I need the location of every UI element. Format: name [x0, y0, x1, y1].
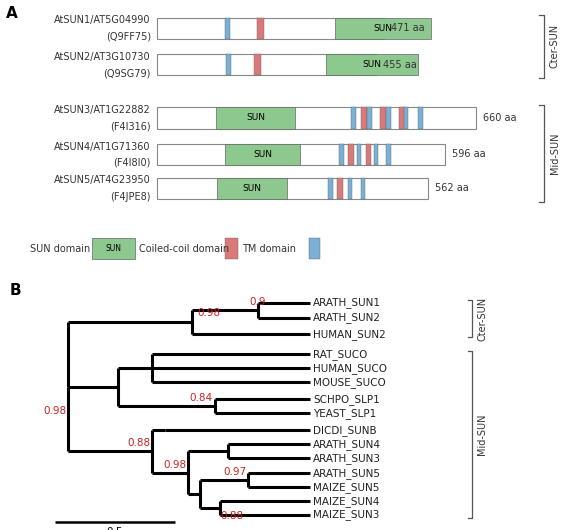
Bar — [257, 17, 264, 39]
Text: DICDI_SUNB: DICDI_SUNB — [313, 425, 376, 436]
Text: 660 aa: 660 aa — [483, 113, 516, 123]
Text: 0.98: 0.98 — [197, 308, 220, 318]
Text: 0.98: 0.98 — [43, 407, 66, 417]
Text: ARATH_SUN1: ARATH_SUN1 — [313, 297, 381, 308]
Bar — [337, 178, 343, 199]
Text: Coiled-coil domain: Coiled-coil domain — [139, 244, 229, 253]
Bar — [361, 178, 365, 199]
Text: TM domain: TM domain — [242, 244, 296, 253]
Text: 0.9: 0.9 — [250, 297, 266, 307]
Bar — [399, 108, 405, 128]
Text: AtSUN1/AT5G04990: AtSUN1/AT5G04990 — [55, 15, 151, 25]
Bar — [92, 238, 135, 259]
Text: (F4JPE8): (F4JPE8) — [110, 192, 151, 201]
Bar — [339, 144, 343, 165]
Text: 0.84: 0.84 — [190, 393, 213, 403]
Bar — [225, 144, 300, 165]
Text: 0.88: 0.88 — [127, 438, 150, 448]
Bar — [216, 178, 287, 199]
Text: 455 aa: 455 aa — [383, 59, 417, 69]
Text: MOUSE_SUCO: MOUSE_SUCO — [313, 377, 386, 388]
Bar — [348, 178, 353, 199]
Text: 562 aa: 562 aa — [435, 183, 469, 193]
Bar — [225, 17, 230, 39]
Text: 0.5: 0.5 — [107, 527, 123, 530]
Bar — [418, 108, 423, 128]
Text: 0.98: 0.98 — [163, 460, 186, 470]
Bar — [365, 144, 371, 165]
Text: ARATH_SUN4: ARATH_SUN4 — [313, 439, 381, 449]
Text: Cter-SUN: Cter-SUN — [550, 24, 560, 68]
Bar — [157, 54, 376, 75]
Bar — [254, 54, 261, 75]
Bar — [157, 178, 428, 199]
Text: SUN: SUN — [253, 150, 272, 159]
Text: Cter-SUN: Cter-SUN — [477, 296, 487, 341]
Bar — [404, 108, 408, 128]
Text: B: B — [10, 282, 21, 297]
Text: SUN: SUN — [246, 113, 265, 122]
Text: 596 aa: 596 aa — [452, 149, 485, 160]
Bar — [216, 108, 295, 128]
Bar — [386, 144, 391, 165]
Bar — [374, 144, 378, 165]
Text: ARATH_SUN2: ARATH_SUN2 — [313, 312, 381, 323]
Text: HUMAN_SUN2: HUMAN_SUN2 — [313, 329, 386, 340]
Bar — [157, 17, 385, 39]
Text: (F4I8I0): (F4I8I0) — [114, 158, 151, 168]
Bar — [326, 54, 418, 75]
Text: SUN: SUN — [374, 24, 393, 32]
Bar — [357, 144, 361, 165]
Text: ARATH_SUN5: ARATH_SUN5 — [313, 467, 381, 479]
Text: RAT_SUCO: RAT_SUCO — [313, 349, 367, 360]
Bar — [348, 144, 354, 165]
Bar — [351, 108, 356, 128]
Text: A: A — [6, 6, 17, 21]
Bar — [157, 108, 476, 128]
Bar — [361, 108, 367, 128]
Bar — [367, 108, 372, 128]
Text: HUMAN_SUCO: HUMAN_SUCO — [313, 363, 387, 374]
Text: MAIZE_SUN5: MAIZE_SUN5 — [313, 482, 379, 492]
Text: AtSUN4/AT1G71360: AtSUN4/AT1G71360 — [55, 142, 151, 152]
Text: SUN: SUN — [242, 184, 261, 193]
Text: SUN: SUN — [362, 60, 382, 69]
Text: 471 aa: 471 aa — [392, 23, 425, 33]
Text: MAIZE_SUN3: MAIZE_SUN3 — [313, 509, 379, 520]
Bar — [335, 17, 431, 39]
Text: Mid-SUN: Mid-SUN — [477, 414, 487, 455]
Text: YEAST_SLP1: YEAST_SLP1 — [313, 408, 376, 419]
Text: 0.88: 0.88 — [220, 511, 243, 521]
Text: AtSUN2/AT3G10730: AtSUN2/AT3G10730 — [54, 52, 151, 61]
Text: Mid-SUN: Mid-SUN — [550, 132, 560, 174]
Bar — [386, 108, 391, 128]
Bar — [157, 144, 445, 165]
Bar — [328, 178, 333, 199]
Text: ARATH_SUN3: ARATH_SUN3 — [313, 453, 381, 464]
Bar — [309, 238, 320, 259]
Bar — [226, 54, 231, 75]
Text: AtSUN3/AT1G22882: AtSUN3/AT1G22882 — [54, 105, 151, 115]
Text: SCHPO_SLP1: SCHPO_SLP1 — [313, 394, 380, 405]
Text: (Q9SG79): (Q9SG79) — [103, 68, 151, 78]
Text: SUN domain: SUN domain — [30, 244, 90, 253]
Text: (Q9FF75): (Q9FF75) — [106, 31, 151, 41]
Text: SUN: SUN — [106, 244, 121, 253]
Text: AtSUN5/AT4G23950: AtSUN5/AT4G23950 — [54, 175, 151, 186]
Bar — [380, 108, 386, 128]
Text: (F4I316): (F4I316) — [110, 121, 151, 131]
Text: MAIZE_SUN4: MAIZE_SUN4 — [313, 496, 379, 507]
Text: 0.97: 0.97 — [223, 467, 246, 477]
Bar — [225, 238, 238, 259]
